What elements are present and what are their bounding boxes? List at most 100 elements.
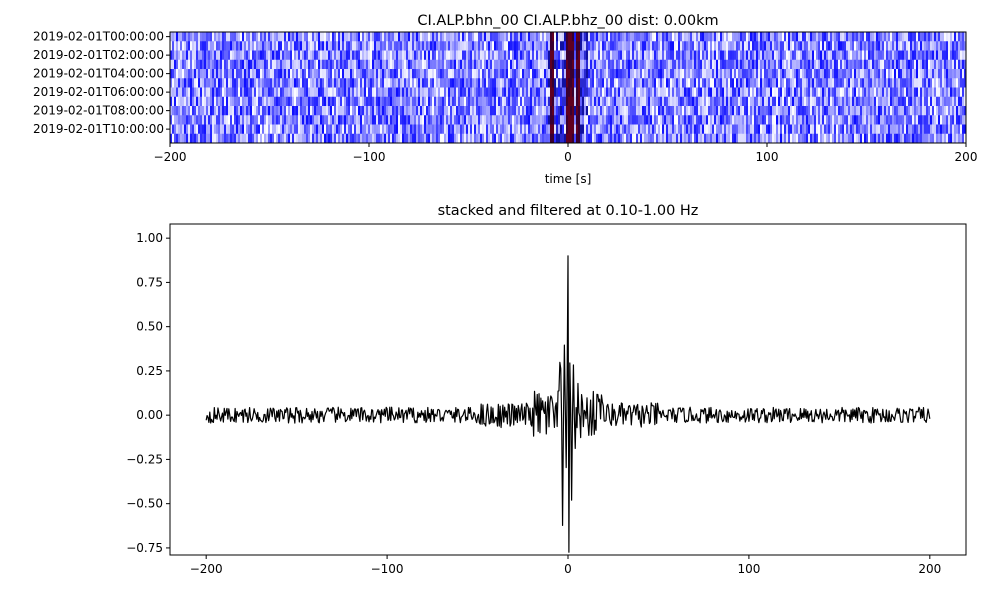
heatmap-cell (310, 133, 312, 144)
heatmap-cell (210, 133, 212, 144)
heatmap-cell (622, 106, 624, 116)
heatmap-cell (616, 124, 618, 135)
heatmap-cell (298, 96, 300, 107)
heatmap-cell (862, 50, 864, 61)
heatmap-cell (300, 59, 302, 70)
heatmap-cell (770, 78, 772, 88)
heatmap-cell (620, 96, 622, 107)
heatmap-cell (578, 78, 580, 88)
heatmap-cell (710, 87, 712, 98)
heatmap-cell (356, 32, 358, 42)
heatmap-cell (548, 115, 550, 125)
heatmap-cell (508, 133, 510, 144)
heatmap-cell (344, 87, 346, 98)
heatmap-cell (366, 133, 368, 144)
heatmap-cell (284, 59, 286, 70)
heatmap-cell (336, 59, 338, 70)
heatmap-cell (912, 96, 914, 107)
heatmap-cell (300, 87, 302, 98)
heatmap-cell (662, 115, 664, 125)
heatmap-cell (560, 50, 562, 61)
heatmap-cell (366, 50, 368, 61)
heatmap-cell (856, 41, 858, 51)
heatmap-cell (242, 96, 244, 107)
heatmap-cell (914, 124, 916, 135)
heatmap-cell (758, 96, 760, 107)
heatmap-cell (210, 78, 212, 88)
heatmap-cell (732, 96, 734, 107)
heatmap-cell (728, 96, 730, 107)
heatmap-cell (340, 41, 342, 51)
heatmap-cell (434, 59, 436, 70)
heatmap-cell (824, 115, 826, 125)
heatmap-cell (452, 87, 454, 98)
heatmap-cell (260, 69, 262, 79)
heatmap-cell (952, 115, 954, 125)
heatmap-cell (834, 50, 836, 61)
heatmap-cell (452, 50, 454, 61)
heatmap-cell (636, 32, 638, 42)
heatmap-cell (318, 106, 320, 116)
heatmap-cell (612, 78, 614, 88)
heatmap-cell (956, 87, 958, 98)
heatmap-cell (734, 59, 736, 70)
heatmap-cell (758, 106, 760, 116)
heatmap-cell (824, 59, 826, 70)
heatmap-cell (410, 133, 412, 144)
heatmap-cell (180, 41, 182, 51)
heatmap-cell (678, 41, 680, 51)
heatmap-cell (680, 32, 682, 42)
heatmap-cell (760, 133, 762, 144)
heatmap-cell (346, 115, 348, 125)
heatmap-cell (232, 106, 234, 116)
heatmap-cell (366, 115, 368, 125)
heatmap-cell (890, 87, 892, 98)
heatmap-cell (696, 115, 698, 125)
heatmap-cell (384, 50, 386, 61)
heatmap-cell (624, 133, 626, 144)
heatmap-cell (172, 133, 174, 144)
heatmap-cell (220, 106, 222, 116)
heatmap-cell (706, 32, 708, 42)
heatmap-cell (318, 87, 320, 98)
heatmap-cell (506, 133, 508, 144)
heatmap-cell (480, 106, 482, 116)
heatmap-cell (448, 32, 450, 42)
heatmap-cell (816, 69, 818, 79)
heatmap-cell (482, 32, 484, 42)
heatmap-cell (406, 59, 408, 70)
heatmap-cell (606, 32, 608, 42)
heatmap-cell (624, 78, 626, 88)
heatmap-cell (272, 96, 274, 107)
heatmap-cell (286, 87, 288, 98)
heatmap-cell (946, 59, 948, 70)
heatmap-cell (774, 78, 776, 88)
heatmap-cell (808, 133, 810, 144)
heatmap-cell (252, 32, 254, 42)
heatmap-cell (528, 87, 530, 98)
heatmap-cell (382, 50, 384, 61)
heatmap-cell (742, 69, 744, 79)
heatmap-cell (324, 78, 326, 88)
heatmap-cell (362, 106, 364, 116)
heatmap-cell (884, 41, 886, 51)
heatmap-cell (278, 96, 280, 107)
heatmap-cell (344, 78, 346, 88)
heatmap-cell (678, 69, 680, 79)
heatmap-cell (748, 133, 750, 144)
heatmap-cell (426, 59, 428, 70)
heatmap-cell (644, 78, 646, 88)
heatmap-cell (360, 78, 362, 88)
heatmap-cell (918, 50, 920, 61)
heatmap-cell (536, 69, 538, 79)
heatmap-cell (546, 133, 548, 144)
heatmap-cell (450, 50, 452, 61)
heatmap-cell (376, 59, 378, 70)
heatmap-cell (690, 78, 692, 88)
heatmap-cell (866, 124, 868, 135)
heatmap-cell (490, 69, 492, 79)
heatmap-cell (432, 78, 434, 88)
heatmap-cell (552, 59, 554, 70)
heatmap-cell (270, 69, 272, 79)
heatmap-cell (350, 78, 352, 88)
